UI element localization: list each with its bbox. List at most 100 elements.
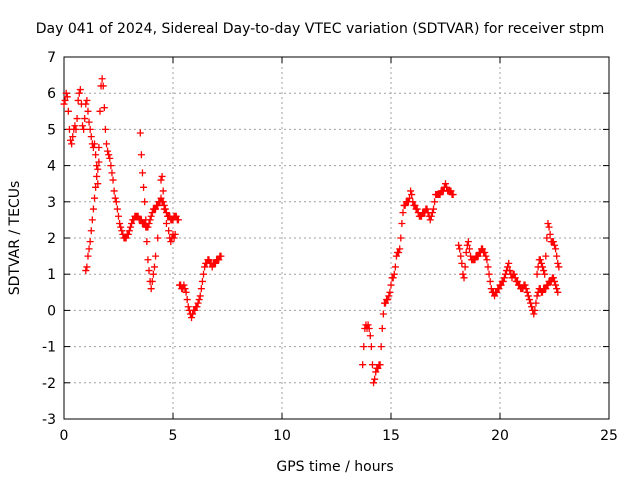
- data-point: [366, 332, 374, 340]
- data-point: [85, 245, 93, 253]
- data-point: [145, 267, 153, 275]
- data-point: [152, 205, 160, 213]
- data-point: [539, 288, 547, 296]
- data-point: [61, 96, 69, 104]
- data-point: [144, 256, 152, 264]
- data-point: [539, 263, 547, 271]
- data-point: [418, 212, 426, 220]
- data-point: [523, 288, 531, 296]
- data-point: [156, 198, 164, 206]
- data-point: [134, 212, 142, 220]
- data-point: [198, 277, 206, 285]
- data-point: [390, 270, 398, 278]
- data-point: [536, 256, 544, 264]
- data-point: [167, 238, 175, 246]
- data-point: [532, 299, 540, 307]
- data-point: [365, 325, 373, 332]
- data-point: [100, 104, 108, 112]
- data-point: [455, 241, 463, 249]
- data-point: [426, 216, 434, 224]
- data-point: [137, 151, 145, 159]
- data-point: [217, 252, 225, 260]
- data-point: [463, 241, 471, 249]
- data-point: [144, 223, 152, 231]
- data-point: [372, 368, 380, 376]
- y-tick-label: -2: [42, 376, 56, 392]
- data-point: [62, 89, 70, 97]
- data-point: [80, 125, 88, 133]
- data-point: [74, 96, 82, 104]
- data-point: [104, 147, 112, 155]
- data-point: [533, 270, 541, 278]
- data-point: [460, 274, 468, 282]
- data-point: [479, 245, 487, 253]
- data-point: [408, 191, 416, 199]
- data-point: [500, 274, 508, 282]
- data-point: [64, 107, 72, 115]
- y-axis-label: SDTVAR / TECUs: [7, 181, 23, 296]
- data-point: [138, 169, 146, 177]
- data-point: [215, 256, 223, 264]
- data-point: [154, 201, 162, 209]
- data-point: [159, 187, 167, 195]
- data-point: [208, 263, 216, 271]
- data-point: [549, 238, 557, 246]
- data-point: [91, 140, 99, 148]
- data-point: [73, 115, 81, 123]
- data-point: [106, 154, 114, 162]
- data-point: [195, 296, 203, 304]
- y-tick-label: 5: [47, 122, 56, 138]
- data-point: [371, 375, 379, 383]
- data-point: [549, 274, 557, 282]
- data-point: [112, 198, 120, 206]
- data-point: [462, 248, 470, 256]
- x-axis-label: GPS time / hours: [276, 459, 393, 475]
- data-point: [111, 194, 119, 202]
- data-point: [406, 194, 414, 202]
- data-point: [398, 220, 406, 228]
- data-point: [103, 140, 111, 148]
- data-point: [160, 205, 168, 213]
- data-point: [430, 205, 438, 213]
- data-point: [108, 169, 116, 177]
- data-point: [522, 285, 530, 293]
- data-point: [150, 263, 158, 271]
- data-point: [436, 191, 444, 199]
- data-point: [149, 270, 157, 278]
- data-point: [495, 285, 503, 293]
- x-tick-label: 20: [491, 428, 509, 444]
- data-point: [387, 281, 395, 289]
- data-point: [99, 82, 107, 90]
- data-point: [162, 209, 170, 217]
- data-point: [93, 172, 101, 180]
- data-point: [459, 270, 467, 278]
- data-point: [96, 107, 104, 115]
- data-point: [92, 183, 100, 191]
- data-point: [504, 263, 512, 271]
- data-point: [413, 205, 421, 213]
- data-point: [528, 303, 536, 311]
- data-point: [531, 306, 539, 314]
- data-point: [95, 158, 103, 166]
- data-point: [158, 172, 166, 180]
- data-point: [491, 292, 499, 300]
- data-point: [499, 277, 507, 285]
- data-point: [83, 96, 91, 104]
- data-point: [391, 263, 399, 271]
- data-point: [431, 198, 439, 206]
- data-point: [449, 191, 457, 199]
- data-point: [89, 205, 97, 213]
- data-point: [184, 303, 192, 311]
- y-tick-label: 0: [47, 303, 56, 319]
- y-tick-label: 7: [47, 50, 56, 66]
- data-point: [87, 133, 95, 141]
- data-point: [524, 292, 532, 300]
- data-point: [189, 310, 197, 318]
- data-point: [101, 125, 109, 133]
- data-point: [142, 216, 150, 224]
- data-point: [194, 299, 202, 307]
- y-tick-label: 1: [47, 267, 56, 283]
- x-tick-label: 5: [169, 428, 178, 444]
- data-point: [76, 86, 84, 94]
